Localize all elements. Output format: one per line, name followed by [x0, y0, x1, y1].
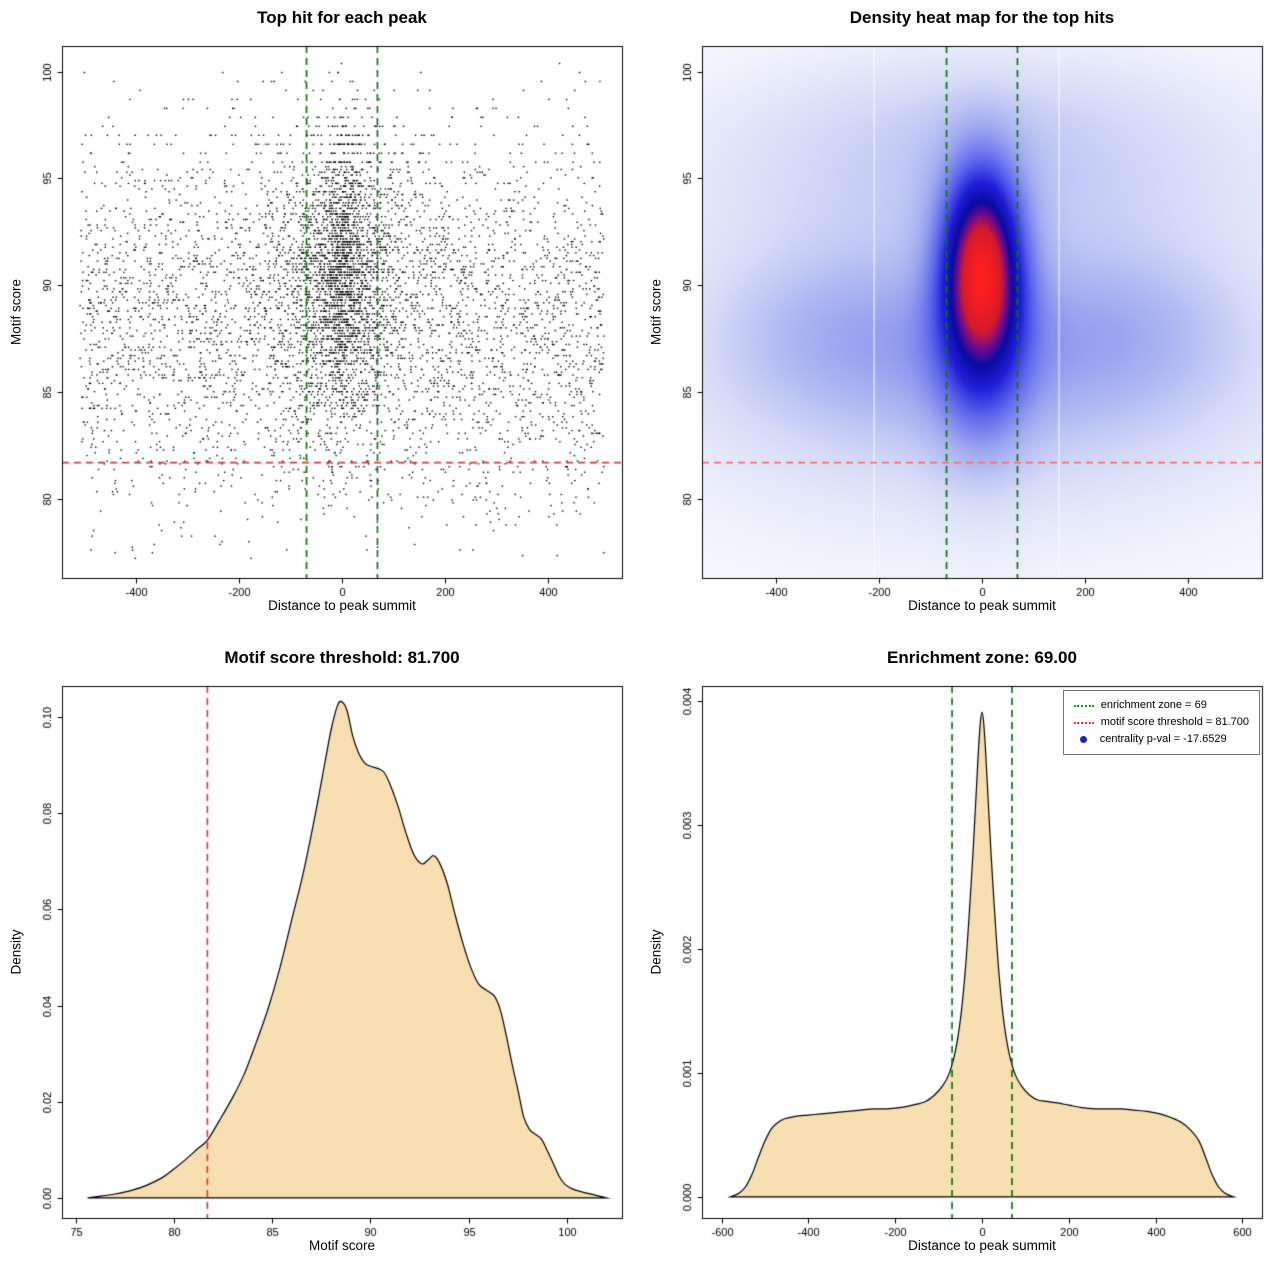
panel-top-hit-scatter: Top hit for each peak Distance to peak s…	[0, 0, 640, 640]
score-density-canvas	[0, 640, 640, 1280]
legend-label: motif score threshold = 81.700	[1100, 716, 1249, 728]
y-axis-label: Motif score	[648, 278, 664, 346]
panel-title: Motif score threshold: 81.700	[224, 648, 460, 667]
legend-item-score-threshold: motif score threshold = 81.700	[1073, 714, 1249, 731]
scatter-canvas	[0, 0, 640, 640]
blue-dot-icon	[1079, 736, 1087, 743]
legend-label: centrality p-val = -17.6529	[1099, 733, 1227, 745]
panel-title: Top hit for each peak	[257, 8, 427, 27]
y-axis-label: Motif score	[8, 278, 24, 346]
panel-density-heatmap: Density heat map for the top hits Distan…	[640, 0, 1280, 640]
x-axis-label: Distance to peak summit	[908, 598, 1056, 613]
heatmap-canvas	[640, 0, 1280, 640]
legend-item-centrality-pval: centrality p-val = -17.6529	[1074, 731, 1249, 748]
green-dotted-line-icon	[1073, 704, 1094, 707]
panel-distance-density: Enrichment zone: 69.00 Distance to peak …	[640, 640, 1280, 1280]
x-axis-label: Motif score	[308, 1238, 376, 1253]
legend-label: enrichment zone = 69	[1100, 699, 1207, 711]
legend-item-enrichment-zone: enrichment zone = 69	[1073, 697, 1249, 714]
red-dotted-line-icon	[1073, 721, 1094, 724]
panel-title: Density heat map for the top hits	[849, 8, 1115, 27]
legend: enrichment zone = 69 motif score thresho…	[1062, 690, 1260, 755]
panel-title: Enrichment zone: 69.00	[887, 648, 1077, 667]
panel-motif-score-density: Motif score threshold: 81.700 Motif scor…	[0, 640, 640, 1280]
y-axis-label: Density	[648, 929, 664, 975]
y-axis-label: Density	[8, 929, 24, 975]
x-axis-label: Distance to peak summit	[268, 598, 416, 613]
x-axis-label: Distance to peak summit	[908, 1238, 1056, 1253]
